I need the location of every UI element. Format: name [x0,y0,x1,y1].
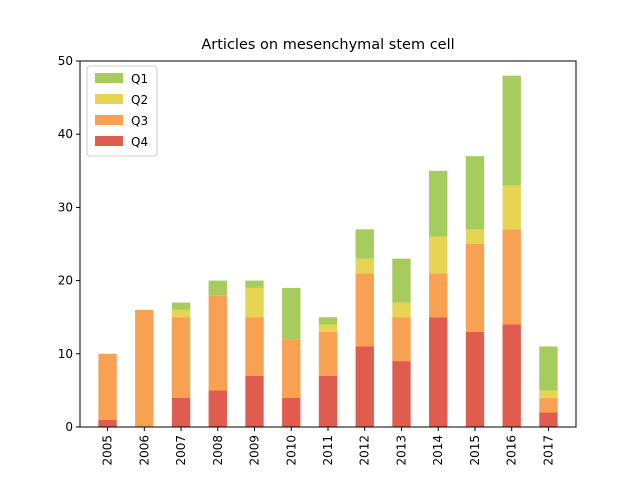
legend-box [86,65,158,157]
y-axis: 0 10 20 30 40 50 [58,54,80,434]
legend-swatch-q4 [95,136,123,146]
bar-2017-q2 [539,390,558,398]
bar-2014-q3 [429,273,448,318]
x-axis: 2005 2006 2007 2008 2009 2010 2011 2012 2013 2014… [101,427,555,466]
x-tick-label: 2011 [321,435,335,466]
x-tick-label: 2017 [541,435,555,466]
bar-2015-q2 [465,229,485,244]
bar-2012-q4 [355,346,374,427]
bar-2009-q2 [245,287,264,318]
bar-2014-q4 [429,317,448,427]
y-tick-label: 50 [58,54,73,68]
bar-2016-q1 [502,75,521,186]
bar-2011-q1 [318,317,338,325]
legend-swatch-q2 [95,94,123,104]
bar-2007-q4 [171,397,191,427]
x-tick-label: 2010 [284,435,298,466]
bar-2006-q3 [135,309,154,427]
bar-2007-q2 [171,309,191,318]
x-tick-label: 2015 [468,435,482,466]
bar-2016-q3 [502,229,521,325]
bar-2009-q1 [245,280,264,288]
y-tick-label: 0 [65,420,73,434]
bar-2008-q1 [208,280,227,296]
bar-2014-q1 [429,170,448,237]
bar-2008-q3 [208,295,227,391]
bar-2013-q3 [392,317,411,362]
y-tick-label: 40 [58,127,73,141]
legend-label-q2: Q2 [131,93,148,107]
bar-2005-q4 [98,419,117,427]
bar-2013-q4 [392,361,411,427]
bar-2012-q3 [355,273,374,347]
bar-2016-q4 [502,324,521,427]
legend-label-q1: Q1 [131,72,148,86]
x-tick-label: 2007 [174,435,188,466]
bar-2012-q2 [355,258,374,274]
x-tick-label: 2006 [137,435,151,466]
bar-2009-q3 [245,317,264,376]
bar-2015-q3 [465,244,485,332]
legend-swatch-q3 [95,115,123,125]
bar-2010-q3 [282,339,301,398]
chart-title: Articles on mesenchymal stem cell [201,37,454,53]
x-tick-label: 2014 [431,435,445,466]
bar-2012-q1 [355,229,374,259]
bar-2017-q1 [539,346,558,391]
legend-label-q3: Q3 [131,114,148,128]
bar-2011-q2 [318,324,338,332]
bar-2016-q2 [502,185,521,230]
y-tick-label: 30 [58,200,73,214]
y-tick-label: 10 [58,347,73,361]
bar-2007-q1 [171,302,191,310]
bar-2015-q4 [465,331,485,427]
plot-frame [79,60,577,428]
bar-2010-q1 [282,287,301,340]
bar-2013-q1 [392,258,411,303]
bar-2011-q4 [318,375,338,427]
bar-2013-q2 [392,302,411,318]
bar-2007-q3 [171,317,191,398]
bar-2017-q3 [539,397,558,413]
legend-label-q4: Q4 [131,135,148,149]
x-tick-label: 2008 [211,435,225,466]
bar-2011-q3 [318,331,338,376]
legend-swatch-q1 [95,73,123,83]
x-tick-label: 2013 [394,435,408,466]
bar-2010-q4 [282,397,301,427]
bar-2014-q2 [429,236,448,274]
legend: Q1 Q2 Q3 Q4 [86,65,158,157]
bar-2017-q4 [539,412,558,427]
bar-2005-q3 [98,353,117,420]
bar-2009-q4 [245,375,264,427]
x-tick-label: 2016 [505,435,519,466]
x-tick-label: 2012 [358,435,372,466]
x-tick-label: 2005 [101,435,115,466]
bar-2008-q4 [208,390,227,427]
bars-layer [98,75,558,427]
x-tick-label: 2009 [248,435,262,466]
bar-2015-q1 [465,156,485,230]
y-tick-label: 20 [58,274,73,288]
